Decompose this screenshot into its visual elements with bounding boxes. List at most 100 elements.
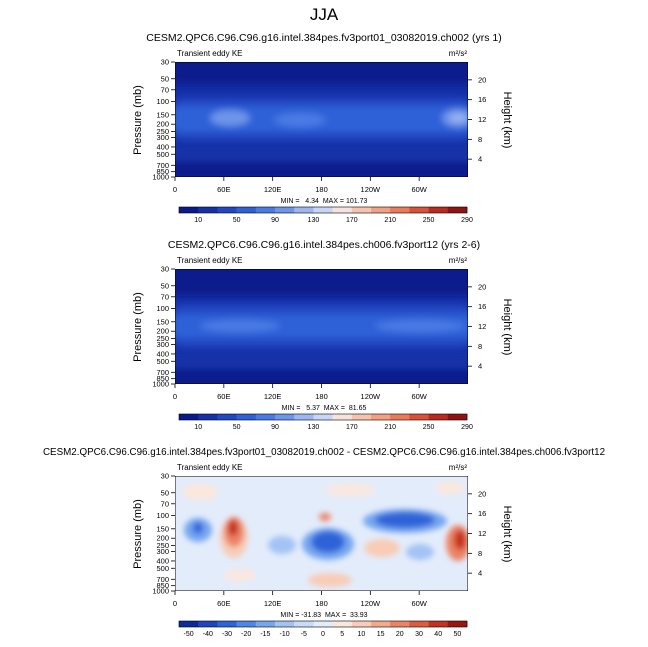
- panel-1-xtick-label: 60W: [411, 185, 427, 194]
- panel-1-xtick-label: 120E: [264, 185, 282, 194]
- panel-3-ytick-label: 100: [156, 511, 169, 520]
- panel-1-colorbar-swatch: [351, 207, 372, 213]
- panel-1-colorbar-label: 210: [384, 217, 396, 224]
- panel-3-y2tick-label: 20: [478, 489, 486, 498]
- panel-3-stats: MIN = -31.83 MAX = 33.93: [280, 612, 367, 619]
- panel-1-stats: MIN = 4.34 MAX = 101.73: [281, 198, 368, 205]
- panel-2-colorbar-swatch: [294, 414, 314, 420]
- panel-3-anom-pos-150w: [364, 539, 400, 557]
- panel-1-ytick-label: 500: [156, 150, 169, 159]
- panel-1-colorbar-swatch: [236, 207, 257, 213]
- panel-2-colorbar-swatch: [428, 414, 449, 420]
- panel-3-anom-neg-120e: [268, 536, 296, 554]
- panel-2-ytick-label: 500: [156, 357, 169, 366]
- panel-1-y2tick-label: 8: [478, 135, 482, 144]
- panel-3-units: m²/s²: [449, 463, 468, 472]
- panel-3-y2tick-label: 4: [478, 569, 482, 578]
- panel-1-xtick-label: 120W: [361, 185, 382, 194]
- panel-2-colorbar-label: 130: [308, 424, 320, 431]
- panel-3-colorbar-label: -30: [222, 631, 232, 638]
- panel-3-xtick-label: 60W: [411, 599, 427, 608]
- panel-1-colorbar-label: 290: [461, 217, 473, 224]
- panel-3-ytick-label: 250: [156, 541, 169, 550]
- panel-1-y2tick-label: 4: [478, 155, 482, 164]
- panel-1-colorbar-swatch: [198, 207, 218, 213]
- panel-1-ytick-label: 100: [156, 97, 169, 106]
- panel-1-colorbar-label: 50: [233, 217, 241, 224]
- panel-3-colorbar-label: 20: [396, 631, 404, 638]
- panel-2-colorbar: 10 50 90 130 170 210 250 290: [178, 413, 473, 431]
- panel-1-ytick-label: 50: [161, 74, 169, 83]
- panel-1-colorbar-label: 130: [308, 217, 320, 224]
- panel-1-y2label: Height (km): [501, 92, 513, 149]
- panel-2-ylabel: Pressure (mb): [132, 292, 144, 362]
- panel-3-colorbar-swatch: [332, 621, 353, 627]
- panel-3-ytick-label: 1000: [152, 587, 169, 596]
- panel-3-colorbar-label: 0: [321, 631, 325, 638]
- panel-3-ylabel: Pressure (mb): [132, 499, 144, 569]
- panel-2-ytick-label: 30: [161, 265, 169, 274]
- panel-3-y2tick-label: 12: [478, 529, 486, 538]
- panel-3-ytick-label: 30: [161, 472, 169, 481]
- panel-3-colorbar-swatch: [351, 621, 372, 627]
- panel-3-anom-pos-east-core: [454, 530, 466, 550]
- panel-3-anom-neg-180: [311, 531, 345, 553]
- panel-1: CESM2.QPC6.C96.C96.g16.intel.384pes.fv3p…: [132, 32, 513, 224]
- panel-3-colorbar-label: -15: [260, 631, 270, 638]
- panel-2-y2tick-label: 8: [478, 342, 482, 351]
- panel-1-colorbar-swatch: [447, 207, 468, 213]
- panel-3-ytick-label: 200: [156, 534, 169, 543]
- panel-2-colorbar-swatch: [275, 414, 295, 420]
- panel-2-xtick-label: 60E: [217, 392, 230, 401]
- panel-2-colorbar-swatch: [371, 414, 391, 420]
- panel-1-colorbar-swatch: [275, 207, 295, 213]
- panel-3-anom-neg-west-core: [193, 522, 203, 534]
- panel-3-colorbar-label: 30: [415, 631, 423, 638]
- panel-2-xtick-label: 0: [173, 392, 177, 401]
- panel-1-colorbar-swatch: [371, 207, 391, 213]
- panel-2-colorbar-swatch: [255, 414, 276, 420]
- panel-1-ytick-label: 300: [156, 133, 169, 142]
- panel-1-jet-max-west: [210, 110, 250, 126]
- panel-3-y-axis: Pressure (mb) 30 50 70 100 15020025030040050…: [132, 472, 175, 596]
- panel-3-xtick-label: 180: [315, 599, 328, 608]
- panel-3-colorbar-swatch: [409, 621, 429, 627]
- page-title: JJA: [310, 5, 339, 24]
- panel-3-colorbar-label: 5: [340, 631, 344, 638]
- panel-2-xtick-label: 180: [315, 392, 328, 401]
- panel-2-field-label: Transient eddy KE: [177, 256, 243, 265]
- panel-1-colorbar-swatch: [217, 207, 237, 213]
- panel-2-ytick-label: 200: [156, 327, 169, 336]
- panel-2-colorbar-swatch: [390, 414, 410, 420]
- panel-2-ytick-label: 850: [156, 374, 169, 383]
- panel-2-colorbar-label: 50: [233, 424, 241, 431]
- panel-3-y2-axis: Height (km) 20 16 12 8 4: [468, 489, 513, 578]
- panel-3-y2label: Height (km): [501, 506, 513, 563]
- panel-3-anom-pos-lower: [308, 573, 352, 587]
- panel-1-xtick-label: 60E: [217, 185, 230, 194]
- panel-3-y2tick-label: 16: [478, 509, 486, 518]
- panel-2-colorbar-swatch: [447, 414, 468, 420]
- panel-3-anom-pos-upper-3: [435, 482, 465, 494]
- panel-1-colorbar-swatch: [255, 207, 276, 213]
- panel-2-ytick-label: 1000: [152, 380, 169, 389]
- panel-2-ytick-label: 400: [156, 349, 169, 358]
- panel-3-colorbar-label: -40: [203, 631, 213, 638]
- panel-2-y2tick-label: 12: [478, 322, 486, 331]
- panel-2-y2-axis: Height (km) 20 16 12 8 4: [468, 282, 513, 371]
- panel-3-xtick-label: 120W: [361, 599, 382, 608]
- panel-3-ytick-label: 700: [156, 575, 169, 584]
- panel-2-x-axis: 0 60E 120E 180 120W 60W: [173, 384, 428, 401]
- panel-1-colorbar-label: 250: [423, 217, 435, 224]
- panel-2-colorbar-swatch: [198, 414, 218, 420]
- panel-1-xtick-label: 0: [173, 185, 177, 194]
- panel-2-colorbar-swatch: [236, 414, 257, 420]
- panel-2-mid-band-core: [175, 314, 468, 338]
- panel-3-colorbar-label: 10: [358, 631, 366, 638]
- panel-1-xtick-label: 180: [315, 185, 328, 194]
- panel-1-ytick-label: 200: [156, 120, 169, 129]
- panel-1-colorbar-swatch: [294, 207, 314, 213]
- panel-3-colorbar-label: -20: [241, 631, 251, 638]
- panel-1-ytick-label: 700: [156, 161, 169, 170]
